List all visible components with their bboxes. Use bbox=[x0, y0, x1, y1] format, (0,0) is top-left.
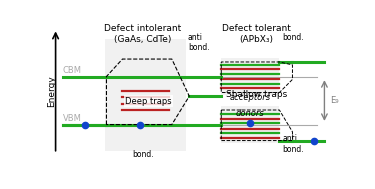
Text: Defect intolerant
(GaAs, CdTe): Defect intolerant (GaAs, CdTe) bbox=[104, 24, 182, 43]
Text: Energy: Energy bbox=[48, 75, 57, 107]
Bar bbox=[221, 58, 279, 95]
Text: bond.: bond. bbox=[282, 33, 304, 42]
Bar bbox=[105, 39, 186, 151]
Bar bbox=[221, 106, 279, 143]
Text: E₉: E₉ bbox=[330, 96, 339, 105]
Text: Deep traps: Deep traps bbox=[125, 97, 172, 106]
Text: anti
bond.: anti bond. bbox=[188, 33, 210, 52]
Text: VBM: VBM bbox=[63, 114, 82, 123]
Text: donors: donors bbox=[236, 108, 265, 118]
Text: acceptors: acceptors bbox=[230, 93, 271, 102]
Text: CBM: CBM bbox=[63, 66, 82, 75]
Text: Shallow traps: Shallow traps bbox=[225, 90, 287, 99]
Text: Defect tolerant
(APbX₃): Defect tolerant (APbX₃) bbox=[222, 24, 291, 43]
Text: anti
bond.: anti bond. bbox=[282, 134, 304, 154]
Text: bond.: bond. bbox=[132, 150, 154, 160]
